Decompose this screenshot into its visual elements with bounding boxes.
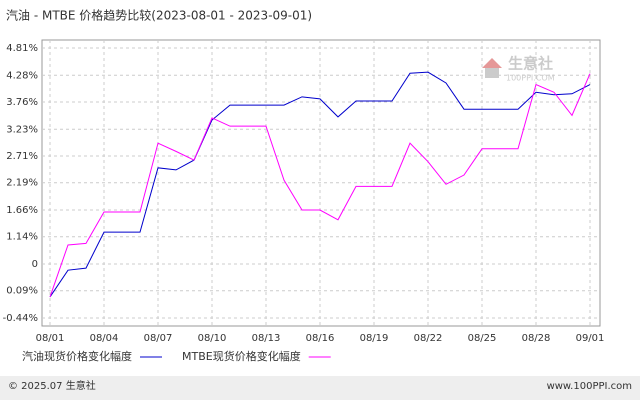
watermark-roof xyxy=(482,58,502,68)
footer-right: www.100PPI.com xyxy=(547,381,632,392)
y-tick-label: 3.76% xyxy=(6,97,38,108)
x-tick-label: 08/01 xyxy=(36,333,65,344)
x-tick-label: 08/25 xyxy=(468,333,497,344)
x-tick-label: 08/07 xyxy=(144,333,173,344)
x-tick-label: 08/16 xyxy=(306,333,335,344)
y-tick-label: 2.71% xyxy=(6,151,38,162)
x-tick-label: 08/28 xyxy=(522,333,551,344)
y-tick-label: 1.14% xyxy=(6,232,38,243)
x-tick-label: 09/01 xyxy=(576,333,605,344)
series-line xyxy=(49,71,591,298)
x-tick-label: 08/04 xyxy=(90,333,119,344)
footer-band xyxy=(0,376,640,400)
y-tick-label: 2.19% xyxy=(6,178,38,189)
y-tick-label: -0.44% xyxy=(3,313,38,324)
y-tick-label: 4.28% xyxy=(6,70,38,81)
x-tick-label: 08/13 xyxy=(252,333,281,344)
footer-left: © 2025.07 生意社 xyxy=(8,379,96,392)
watermark-name: 生意社 xyxy=(508,55,553,73)
x-tick-label: 08/22 xyxy=(414,333,443,344)
watermark: 生意社 100PPI.COM xyxy=(482,55,555,83)
y-tick-label: 4.81% xyxy=(6,43,38,54)
chart-title: 汽油 - MTBE 价格趋势比较(2023-08-01 - 2023-09-01… xyxy=(6,8,312,23)
y-tick-label: 1.66% xyxy=(6,205,38,216)
y-tick-label: 0.09% xyxy=(6,286,38,297)
legend-label: 汽油现货价格变化幅度 xyxy=(22,349,132,363)
x-tick-label: 08/10 xyxy=(198,333,227,344)
x-tick-label: 08/19 xyxy=(360,333,389,344)
y-tick-label: 0 xyxy=(32,259,38,270)
series-line xyxy=(49,73,591,298)
watermark-site: 100PPI.COM xyxy=(506,74,555,83)
y-tick-label: 3.23% xyxy=(6,124,38,135)
legend-label: MTBE现货价格变化幅度 xyxy=(182,349,301,363)
watermark-house xyxy=(485,68,499,78)
